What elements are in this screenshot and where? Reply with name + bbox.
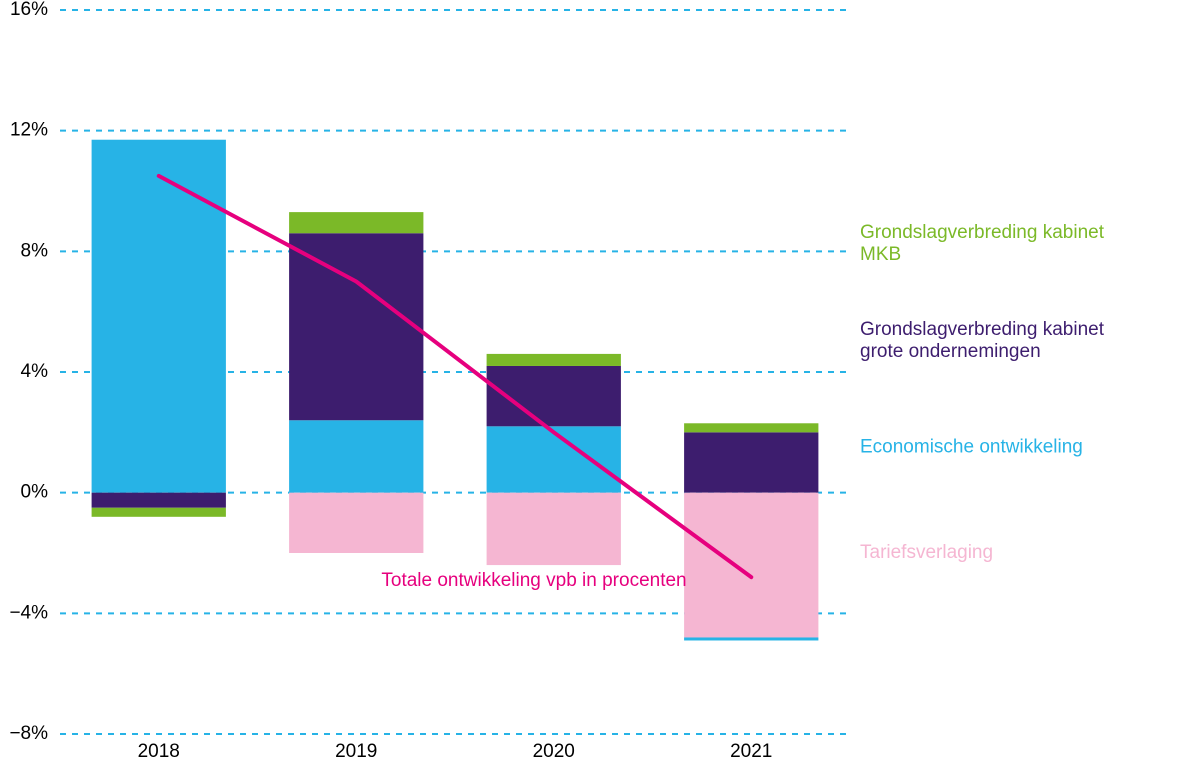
legend-label-grondslag_groot: Grondslagverbreding kabinet xyxy=(860,319,1105,340)
y-tick-label: −8% xyxy=(9,723,48,744)
y-tick-label: 0% xyxy=(21,482,49,503)
bar-grondslag_groot xyxy=(92,493,226,508)
bar-grondslag_mkb xyxy=(684,423,818,432)
trend-line xyxy=(159,176,752,577)
x-tick-label: 2021 xyxy=(730,741,772,762)
bar-grondslag_groot xyxy=(289,233,423,420)
legend-label-grondslag_groot: grote ondernemingen xyxy=(860,341,1041,362)
y-tick-label: 8% xyxy=(21,240,49,261)
line-label: Totale ontwikkeling vpb in procenten xyxy=(381,570,686,591)
bar-grondslag_mkb xyxy=(289,212,423,233)
legend-label-economisch: Economische ontwikkeling xyxy=(860,436,1083,457)
bar-tariefsverlaging xyxy=(487,493,621,565)
bar-grondslag_groot xyxy=(684,432,818,492)
bar-grondslag_mkb xyxy=(487,354,621,366)
legend-label-grondslag_mkb: Grondslagverbreding kabinet xyxy=(860,222,1105,243)
bar-economisch xyxy=(487,426,621,492)
bar-grondslag_mkb xyxy=(92,508,226,517)
x-tick-label: 2018 xyxy=(138,741,180,762)
y-tick-label: 12% xyxy=(10,120,48,141)
bar-economisch xyxy=(92,140,226,493)
y-tick-label: 4% xyxy=(21,361,49,382)
bar-tariefsverlaging xyxy=(684,493,818,638)
legend-label-grondslag_mkb: MKB xyxy=(860,244,901,265)
y-tick-label: −4% xyxy=(9,602,48,623)
bar-economisch xyxy=(684,637,818,640)
x-tick-label: 2020 xyxy=(533,741,575,762)
vpb-chart: −8% −4% 0% 4% 8% 12% 16% Totale ontwikkeling vp… xyxy=(0,0,1199,772)
y-tick-label: 16% xyxy=(10,0,48,20)
x-tick-label: 2019 xyxy=(335,741,377,762)
bar-tariefsverlaging xyxy=(289,493,423,553)
bar-economisch xyxy=(289,420,423,492)
legend-label-tariefsverlaging: Tariefsverlaging xyxy=(860,542,993,563)
